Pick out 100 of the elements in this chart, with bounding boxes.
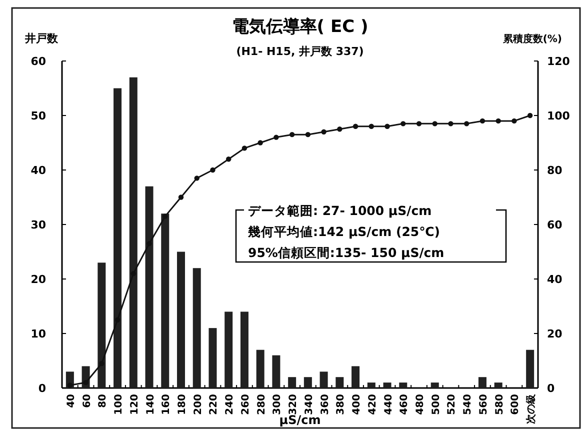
point — [512, 118, 517, 124]
point — [337, 126, 342, 132]
y2-tick-label: 60 — [547, 218, 563, 232]
point — [432, 121, 438, 126]
y-tick-label: 20 — [30, 273, 46, 286]
x-tick-label: 380 — [336, 394, 347, 415]
point — [448, 121, 454, 126]
x-tick-label: 140 — [145, 394, 156, 415]
y2-tick-label: 120 — [547, 55, 570, 68]
x-tick-label: 540 — [462, 394, 474, 415]
x-tick-label: 420 — [367, 394, 378, 415]
point — [83, 380, 88, 386]
y2-tick-label: 100 — [547, 110, 570, 122]
bar — [352, 366, 360, 388]
point — [194, 176, 200, 181]
point — [114, 317, 120, 322]
bar — [272, 355, 280, 388]
point — [321, 129, 326, 134]
bar — [526, 350, 534, 388]
bar — [320, 372, 328, 388]
point — [210, 167, 216, 173]
bar — [192, 268, 201, 388]
point — [274, 134, 279, 140]
point — [162, 214, 168, 219]
bar — [129, 77, 138, 388]
bar — [240, 312, 248, 388]
bar — [114, 88, 122, 388]
x-tick-label: 560 — [478, 394, 490, 415]
x-axis-title: μS/cm — [279, 413, 321, 427]
point — [352, 124, 358, 129]
y2-tick-label: 20 — [547, 328, 563, 340]
point — [226, 156, 232, 162]
annotation: 95%信頼区間:135- 150 μS/cm — [248, 245, 444, 260]
x-tick-label: 220 — [208, 394, 220, 415]
x-tick-label: 100 — [114, 394, 125, 415]
y-tick-label: 0 — [38, 382, 46, 395]
y2-tick-label: 0 — [547, 382, 555, 395]
point — [258, 140, 263, 146]
bar — [177, 252, 185, 388]
y-tick-label: 60 — [30, 55, 46, 68]
point — [99, 360, 104, 366]
bar — [430, 382, 439, 388]
bar — [161, 214, 170, 388]
x-tick-label: 400 — [352, 394, 363, 415]
x-tick-label: 120 — [129, 394, 140, 415]
point — [305, 132, 311, 138]
bar — [304, 377, 312, 388]
y2-tick-label: 40 — [547, 273, 563, 286]
point — [496, 118, 501, 124]
point — [384, 124, 390, 129]
point — [130, 270, 136, 276]
bar — [494, 382, 502, 388]
bar — [383, 382, 392, 388]
x-tick-label: 580 — [494, 394, 506, 415]
x-tick-label: 440 — [383, 394, 394, 415]
point — [416, 121, 422, 126]
x-tick-label: 480 — [415, 394, 426, 415]
bar — [367, 382, 376, 388]
chart-subtitle: (H1- H15, 井戸数 337) — [236, 45, 364, 58]
annotation: 幾何平均値:142 μS/cm (25℃) — [247, 224, 440, 239]
bar — [288, 377, 296, 388]
bar — [208, 328, 217, 388]
x-tick-label: 360 — [320, 394, 331, 415]
bar — [336, 377, 344, 388]
y-tick-label: 30 — [30, 218, 46, 232]
y2-axis-title: 累積度数(%) — [502, 33, 562, 45]
bar — [399, 382, 408, 388]
point — [146, 240, 152, 246]
y-tick-label: 10 — [30, 328, 46, 340]
x-tick-label: 320 — [288, 394, 300, 415]
point — [289, 132, 295, 138]
point — [67, 382, 73, 388]
x-tick-label: 500 — [430, 394, 442, 415]
x-tick-label: 260 — [240, 394, 252, 415]
x-tick-label: 200 — [192, 394, 204, 415]
point — [527, 112, 533, 118]
x-tick-label: 180 — [177, 394, 188, 415]
x-tick-label: 340 — [304, 394, 315, 415]
x-tick-label: 40 — [66, 394, 77, 408]
x-tick-label: 600 — [510, 394, 522, 415]
y2-tick-label: 80 — [547, 164, 563, 177]
x-tick-label: 80 — [98, 394, 109, 408]
x-tick-label: 300 — [272, 394, 284, 415]
x-tick-label: 280 — [256, 394, 268, 415]
x-tick-label: 460 — [399, 394, 410, 415]
x-tick-label: 次の級 — [525, 393, 538, 424]
x-tick-label: 520 — [446, 394, 458, 415]
y-axis-title: 井戸数 — [24, 32, 59, 45]
point — [368, 124, 374, 129]
x-tick-label: 60 — [82, 394, 93, 408]
bar — [478, 377, 486, 388]
bar — [224, 312, 233, 388]
bar — [145, 186, 154, 388]
y-tick-label: 40 — [30, 164, 46, 177]
x-tick-label: 160 — [161, 394, 172, 415]
point — [178, 194, 184, 200]
bar — [98, 262, 106, 388]
bar — [256, 350, 264, 388]
point — [464, 121, 470, 126]
y-tick-label: 50 — [30, 110, 46, 122]
